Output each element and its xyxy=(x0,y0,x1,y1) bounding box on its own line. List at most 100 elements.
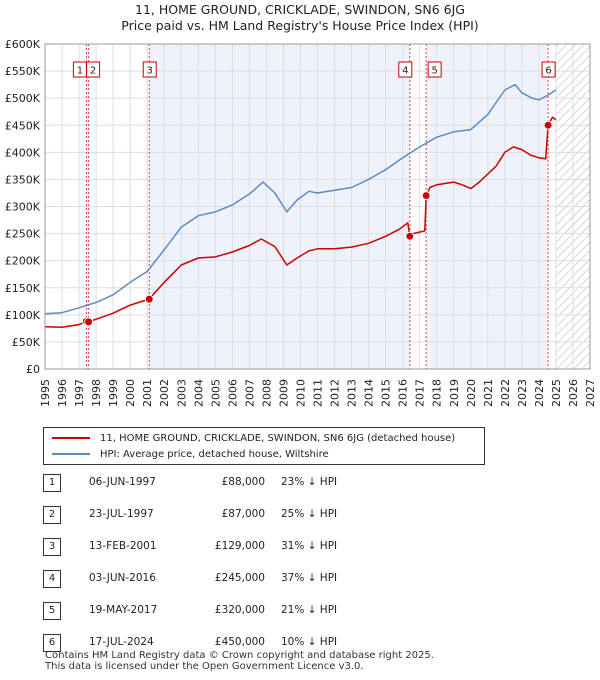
sale-marker-label: 3 xyxy=(147,66,153,77)
series-line xyxy=(44,83,557,315)
sale-date: 19-MAY-2017 xyxy=(89,604,158,616)
x-tick-label: 2025 xyxy=(550,379,563,407)
sale-price: £450,000 xyxy=(214,636,265,648)
sale-marker-box xyxy=(398,61,413,78)
footer-license: This data is licensed under the Open Gov… xyxy=(45,661,364,672)
sale-hpi-diff: 25% ↓ HPI xyxy=(281,508,338,520)
x-tick-label: 2005 xyxy=(209,379,222,407)
legend-swatch-hpi xyxy=(52,453,90,455)
sale-price: £129,000 xyxy=(214,540,265,552)
sale-date: 17-JUL-2024 xyxy=(89,636,154,648)
sale-marker-label: 1 xyxy=(77,66,83,77)
x-tick-label: 1999 xyxy=(107,379,120,407)
y-tick-label: £150K xyxy=(5,282,41,295)
sale-marker-label: 2 xyxy=(90,66,96,77)
sales-table: 1 06-JUN-1997 £88,000 23% ↓ HPI 2 23-JUL… xyxy=(43,472,483,664)
x-tick-label: 2010 xyxy=(294,379,307,407)
sale-marker-box xyxy=(86,61,101,78)
sale-row: 1 06-JUN-1997 £88,000 23% ↓ HPI xyxy=(43,472,483,504)
sale-marker-box xyxy=(142,61,157,78)
sale-hpi-diff: 21% ↓ HPI xyxy=(281,604,338,616)
y-tick-label: £450K xyxy=(5,119,41,132)
sale-date: 23-JUL-1997 xyxy=(89,508,154,520)
sale-marker-label: 4 xyxy=(402,66,408,77)
y-tick-label: £500K xyxy=(5,92,41,105)
chart-legend: 11, HOME GROUND, CRICKLADE, SWINDON, SN6… xyxy=(43,427,485,465)
x-tick-label: 2023 xyxy=(516,379,529,407)
x-tick-label: 2000 xyxy=(124,379,137,407)
x-tick-label: 2019 xyxy=(448,379,461,407)
sale-price: £245,000 xyxy=(214,572,265,584)
x-tick-label: 2008 xyxy=(260,379,273,407)
plot-border xyxy=(44,43,591,370)
y-tick-label: £0 xyxy=(26,363,40,376)
x-tick-label: 2020 xyxy=(465,379,478,407)
sale-number-badge: 4 xyxy=(43,570,61,588)
x-tick-label: 2006 xyxy=(226,379,239,407)
x-tick-label: 2016 xyxy=(397,379,410,407)
sale-point xyxy=(543,120,553,130)
sale-point xyxy=(421,191,431,201)
y-tick-label: £50K xyxy=(12,336,41,349)
sale-number-badge: 3 xyxy=(43,538,61,556)
y-tick-label: £200K xyxy=(5,255,41,268)
sale-price: £87,000 xyxy=(221,508,265,520)
sale-hpi-diff: 37% ↓ HPI xyxy=(281,572,338,584)
sale-row: 4 03-JUN-2016 £245,000 37% ↓ HPI xyxy=(43,568,483,600)
x-tick-label: 2011 xyxy=(312,379,325,407)
y-tick-label: £550K xyxy=(5,65,41,78)
sale-hpi-diff: 10% ↓ HPI xyxy=(281,636,338,648)
legend-item-hpi: HPI: Average price, detached house, Wilt… xyxy=(52,446,329,462)
sale-point xyxy=(84,317,94,327)
x-tick-label: 2007 xyxy=(243,379,256,407)
sale-row: 6 17-JUL-2024 £450,000 10% ↓ HPI xyxy=(43,632,483,664)
sale-price: £88,000 xyxy=(221,476,265,488)
sale-price: £320,000 xyxy=(214,604,265,616)
x-tick-label: 2013 xyxy=(346,379,359,407)
x-tick-label: 2009 xyxy=(277,379,290,407)
x-tick-label: 2001 xyxy=(141,379,154,407)
x-tick-label: 2014 xyxy=(363,379,376,407)
x-tick-label: 2017 xyxy=(414,379,427,407)
x-tick-label: 2021 xyxy=(482,379,495,407)
sale-date: 13-FEB-2001 xyxy=(89,540,157,552)
footer-notice: Contains HM Land Registry data © Crown c… xyxy=(45,650,434,672)
x-tick-label: 2018 xyxy=(431,379,444,407)
sale-marker-box xyxy=(541,61,556,78)
sale-marker-box xyxy=(427,61,442,78)
sale-marker-label: 6 xyxy=(545,66,551,77)
y-tick-label: £300K xyxy=(5,201,41,214)
y-tick-label: £600K xyxy=(5,38,41,51)
x-tick-label: 2024 xyxy=(533,379,546,407)
sale-point xyxy=(405,231,415,241)
legend-swatch-property xyxy=(52,437,90,439)
x-tick-label: 2022 xyxy=(499,379,512,407)
x-tick-label: 2027 xyxy=(584,379,597,407)
sale-number-badge: 1 xyxy=(43,474,61,492)
x-tick-label: 2012 xyxy=(329,379,342,407)
x-tick-label: 2015 xyxy=(380,379,393,407)
x-tick-label: 2004 xyxy=(192,379,205,407)
legend-item-property: 11, HOME GROUND, CRICKLADE, SWINDON, SN6… xyxy=(52,430,455,446)
sale-number-badge: 6 xyxy=(43,634,61,652)
sale-number-badge: 5 xyxy=(43,602,61,620)
x-tick-label: 1996 xyxy=(56,379,69,407)
x-tick-label: 2003 xyxy=(175,379,188,407)
legend-label-hpi: HPI: Average price, detached house, Wilt… xyxy=(100,448,329,460)
sale-row: 3 13-FEB-2001 £129,000 31% ↓ HPI xyxy=(43,536,483,568)
footer-copyright: Contains HM Land Registry data © Crown c… xyxy=(45,650,434,661)
x-tick-label: 2026 xyxy=(567,379,580,407)
legend-label-property: 11, HOME GROUND, CRICKLADE, SWINDON, SN6… xyxy=(100,432,456,444)
x-tick-label: 2002 xyxy=(158,379,171,407)
chart-subtitle: Price paid vs. HM Land Registry's House … xyxy=(121,18,479,33)
sale-date: 03-JUN-2016 xyxy=(89,572,156,584)
sale-row: 2 23-JUL-1997 £87,000 25% ↓ HPI xyxy=(43,504,483,536)
x-tick-label: 1997 xyxy=(73,379,86,407)
y-tick-label: £100K xyxy=(5,309,41,322)
sale-number-badge: 2 xyxy=(43,506,61,524)
y-tick-label: £400K xyxy=(5,146,41,159)
sale-row: 5 19-MAY-2017 £320,000 21% ↓ HPI xyxy=(43,600,483,632)
sale-marker-label: 5 xyxy=(431,66,437,77)
x-tick-label: 1995 xyxy=(39,379,52,407)
sale-hpi-diff: 23% ↓ HPI xyxy=(281,476,338,488)
